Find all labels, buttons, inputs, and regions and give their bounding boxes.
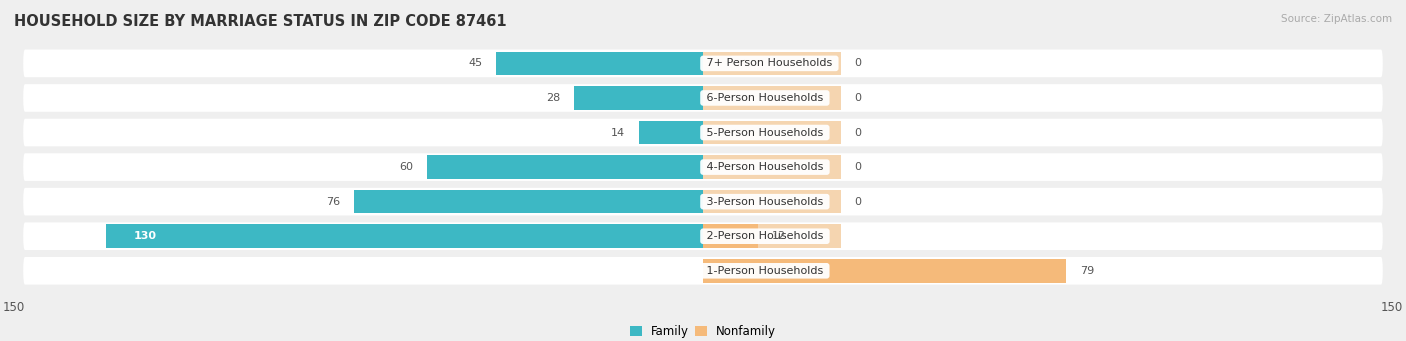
- Text: 0: 0: [855, 197, 862, 207]
- Bar: [703, 190, 841, 213]
- Text: 1-Person Households: 1-Person Households: [703, 266, 827, 276]
- FancyBboxPatch shape: [24, 153, 1382, 181]
- Text: 4-Person Households: 4-Person Households: [703, 162, 827, 172]
- Text: 0: 0: [855, 93, 862, 103]
- Bar: [354, 190, 703, 213]
- Bar: [703, 259, 1066, 283]
- Text: 7+ Person Households: 7+ Person Households: [703, 58, 835, 69]
- Bar: [496, 51, 703, 75]
- FancyBboxPatch shape: [24, 257, 1382, 285]
- Text: 0: 0: [855, 58, 862, 69]
- Bar: [703, 51, 841, 75]
- Bar: [105, 224, 703, 248]
- Legend: Family, Nonfamily: Family, Nonfamily: [626, 321, 780, 341]
- Text: 45: 45: [468, 58, 482, 69]
- Text: 28: 28: [547, 93, 561, 103]
- Text: 0: 0: [855, 162, 862, 172]
- FancyBboxPatch shape: [24, 222, 1382, 250]
- Text: 14: 14: [610, 128, 624, 137]
- Text: 79: 79: [1080, 266, 1094, 276]
- Text: 76: 76: [326, 197, 340, 207]
- Text: 60: 60: [399, 162, 413, 172]
- Bar: [703, 86, 841, 110]
- Text: HOUSEHOLD SIZE BY MARRIAGE STATUS IN ZIP CODE 87461: HOUSEHOLD SIZE BY MARRIAGE STATUS IN ZIP…: [14, 14, 506, 29]
- Bar: [703, 224, 758, 248]
- Bar: [427, 155, 703, 179]
- FancyBboxPatch shape: [24, 119, 1382, 146]
- FancyBboxPatch shape: [24, 49, 1382, 77]
- Bar: [703, 224, 841, 248]
- Text: 0: 0: [855, 128, 862, 137]
- Text: 3-Person Households: 3-Person Households: [703, 197, 827, 207]
- Bar: [638, 121, 703, 144]
- Text: 6-Person Households: 6-Person Households: [703, 93, 827, 103]
- Text: Source: ZipAtlas.com: Source: ZipAtlas.com: [1281, 14, 1392, 24]
- Bar: [575, 86, 703, 110]
- FancyBboxPatch shape: [24, 84, 1382, 112]
- Bar: [703, 121, 841, 144]
- Text: 130: 130: [134, 231, 156, 241]
- Text: 12: 12: [772, 231, 786, 241]
- Bar: [703, 259, 841, 283]
- FancyBboxPatch shape: [24, 188, 1382, 216]
- Text: 5-Person Households: 5-Person Households: [703, 128, 827, 137]
- Bar: [703, 155, 841, 179]
- Text: 2-Person Households: 2-Person Households: [703, 231, 827, 241]
